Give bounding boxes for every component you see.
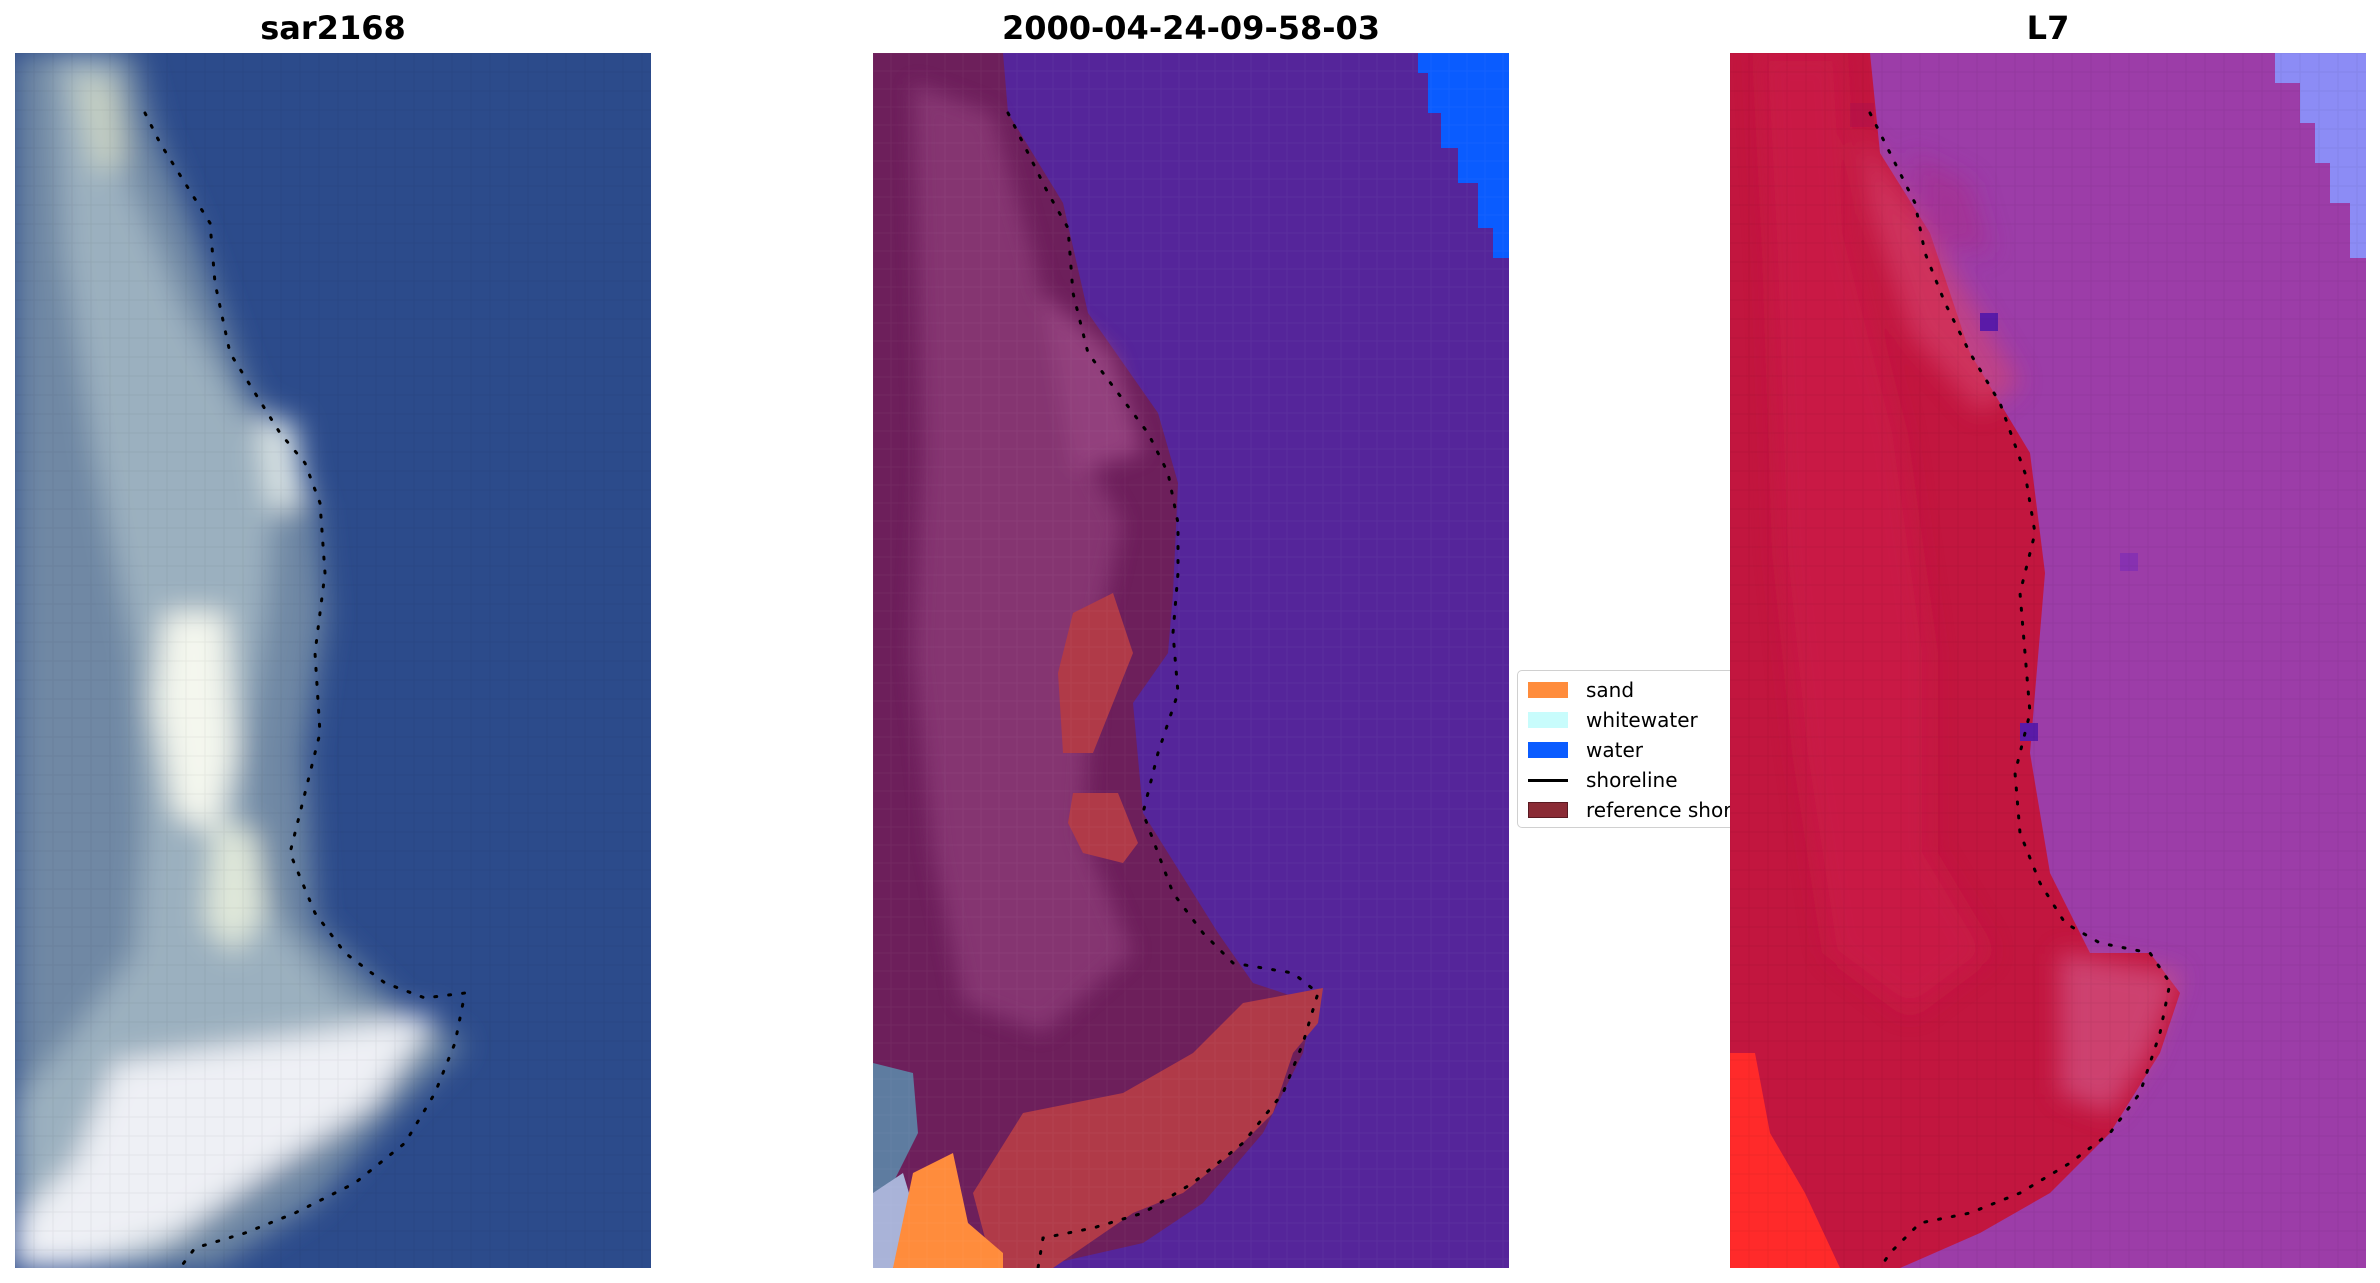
legend: sand whitewater water shoreline referenc… [1517, 670, 1749, 828]
legend-item-reference-shoreline: reference shoreline [1528, 798, 1748, 822]
l7-image-panel [1730, 53, 2366, 1268]
legend-item-sand: sand [1528, 678, 1635, 702]
rgb-image-panel [15, 53, 651, 1268]
legend-label-whitewater: whitewater [1586, 708, 1698, 732]
shoreline-trace [1868, 111, 2172, 1268]
shoreline-trace [1006, 111, 1320, 1268]
left-panel-title: sar2168 [260, 9, 406, 47]
legend-item-shoreline: shoreline [1528, 768, 1678, 792]
legend-swatch-whitewater [1528, 712, 1568, 728]
legend-label-shoreline: shoreline [1586, 768, 1678, 792]
legend-label-reference-shoreline: reference shoreline [1586, 798, 1748, 822]
classified-image [873, 53, 1509, 1268]
right-panel-title: L7 [2026, 9, 2070, 47]
legend-swatch-water [1528, 742, 1568, 758]
legend-item-whitewater: whitewater [1528, 708, 1698, 732]
legend-swatch-reference-shoreline [1528, 802, 1568, 818]
legend-swatch-sand [1528, 682, 1568, 698]
l7-image [1730, 53, 2366, 1268]
middle-panel-title: 2000-04-24-09-58-03 [1001, 9, 1381, 47]
legend-label-sand: sand [1586, 678, 1635, 702]
legend-item-water: water [1528, 738, 1643, 762]
legend-label-water: water [1586, 738, 1643, 762]
shoreline-trace [143, 111, 467, 1268]
legend-swatch-shoreline [1528, 778, 1568, 782]
classified-image-panel [873, 53, 1509, 1268]
rgb-image [15, 53, 651, 1268]
